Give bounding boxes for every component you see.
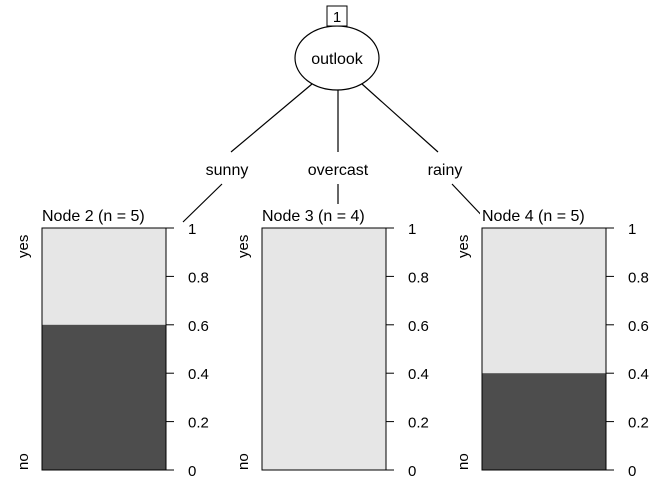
class-label-yes: yes — [15, 235, 32, 258]
axis-tick-label: 0.6 — [628, 318, 649, 335]
bar-yes — [482, 228, 606, 374]
class-label-yes: yes — [235, 235, 252, 258]
axis-tick-label: 0.8 — [408, 269, 429, 286]
branch-label-rainy: rainy — [428, 162, 463, 179]
axis-tick-label: 0.2 — [628, 415, 649, 432]
class-label-no: no — [455, 453, 472, 470]
tree-edges — [182, 83, 489, 223]
axis-tick-label: 0 — [628, 463, 636, 480]
edge-sunny-lower — [182, 183, 223, 223]
leaf-node-3: Node 3 (n = 4) yes no 1 0.8 0.6 0.4 0.2 0 — [235, 204, 429, 480]
axis-tick-label: 0.2 — [408, 415, 429, 432]
bar-frame — [41, 227, 167, 471]
axis-tick-label: 1 — [188, 221, 196, 238]
leaf-label: Node 4 (n = 5) — [482, 208, 585, 225]
class-label-no: no — [15, 453, 32, 470]
axis-tick-label: 0.2 — [188, 415, 209, 432]
axis-tick-label: 0.6 — [408, 318, 429, 335]
leaf-label: Node 3 (n = 4) — [262, 208, 365, 225]
leaf-node-2: Node 2 (n = 5) yes no 1 0.8 0.6 0.4 0.2 0 — [15, 204, 209, 480]
bar-yes — [42, 228, 166, 325]
axis-tick-label: 1 — [408, 221, 416, 238]
bar-no — [482, 373, 606, 470]
class-label-yes: yes — [455, 235, 472, 258]
branch-label-overcast: overcast — [308, 162, 369, 179]
axis-tick-label: 1 — [628, 221, 636, 238]
root-id-box — [326, 5, 348, 27]
bar-no — [42, 324, 166, 470]
root-node: 1 outlook — [294, 5, 380, 91]
axis-tick-label: 0.4 — [188, 366, 209, 383]
root-variable: outlook — [311, 51, 364, 68]
axis-tick-label: 0.4 — [408, 366, 429, 383]
axis-tick-label: 0.8 — [628, 269, 649, 286]
axis-tick-label: 0.6 — [188, 318, 209, 335]
branch-labels: sunny overcast rainy — [198, 156, 470, 180]
axis-tick-label: 0 — [188, 463, 196, 480]
class-label-no: no — [235, 453, 252, 470]
bar-yes — [262, 228, 386, 470]
branch-label-sunny: sunny — [206, 162, 249, 179]
bar-frame — [261, 227, 387, 471]
leaf-node-4: Node 4 (n = 5) yes no 1 0.8 0.6 0.4 0.2 0 — [455, 204, 649, 480]
root-id: 1 — [333, 9, 341, 26]
axis-tick-label: 0.4 — [628, 366, 649, 383]
leaf-label: Node 2 (n = 5) — [42, 208, 145, 225]
axis-tick-label: 0.8 — [188, 269, 209, 286]
bar-frame — [481, 227, 607, 471]
axis-tick-label: 0 — [408, 463, 416, 480]
edge-rainy-upper — [361, 83, 439, 153]
edge-sunny-upper — [230, 83, 313, 153]
